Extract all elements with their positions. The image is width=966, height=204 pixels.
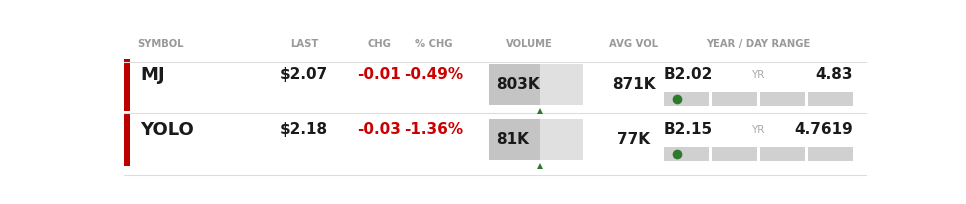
Text: YEAR / DAY RANGE: YEAR / DAY RANGE xyxy=(706,39,810,49)
Text: AVG VOL: AVG VOL xyxy=(609,39,658,49)
Text: 803K: 803K xyxy=(496,78,539,92)
Bar xyxy=(808,147,853,161)
Text: % CHG: % CHG xyxy=(415,39,452,49)
Text: MJ: MJ xyxy=(140,66,165,84)
Bar xyxy=(664,147,709,161)
Text: 871K: 871K xyxy=(611,78,655,92)
Text: LAST: LAST xyxy=(290,39,319,49)
Text: -0.01: -0.01 xyxy=(357,67,401,82)
Text: YR: YR xyxy=(752,70,765,80)
Bar xyxy=(125,114,129,166)
Text: YOLO: YOLO xyxy=(140,121,194,139)
Text: $2.07: $2.07 xyxy=(280,67,328,82)
Bar xyxy=(664,92,709,106)
Text: SYMBOL: SYMBOL xyxy=(137,39,184,49)
Text: 77K: 77K xyxy=(617,132,650,147)
Text: CHG: CHG xyxy=(367,39,391,49)
Bar xyxy=(125,59,129,111)
Text: -1.36%: -1.36% xyxy=(404,122,464,137)
Text: $2.18: $2.18 xyxy=(280,122,328,137)
Text: VOLUME: VOLUME xyxy=(506,39,553,49)
Text: 81K: 81K xyxy=(496,132,528,147)
Bar xyxy=(489,64,540,105)
Text: 4.83: 4.83 xyxy=(815,67,853,82)
Bar xyxy=(489,119,540,160)
Bar xyxy=(759,92,805,106)
Text: B2.15: B2.15 xyxy=(664,122,713,137)
Bar xyxy=(489,64,583,105)
Bar xyxy=(808,92,853,106)
Text: B2.02: B2.02 xyxy=(664,67,713,82)
Text: -0.49%: -0.49% xyxy=(404,67,464,82)
Bar xyxy=(759,147,805,161)
Text: -0.03: -0.03 xyxy=(357,122,401,137)
Text: 4.7619: 4.7619 xyxy=(794,122,853,137)
Bar xyxy=(712,92,756,106)
Text: YR: YR xyxy=(752,125,765,135)
Bar xyxy=(489,119,583,160)
Bar xyxy=(712,147,756,161)
